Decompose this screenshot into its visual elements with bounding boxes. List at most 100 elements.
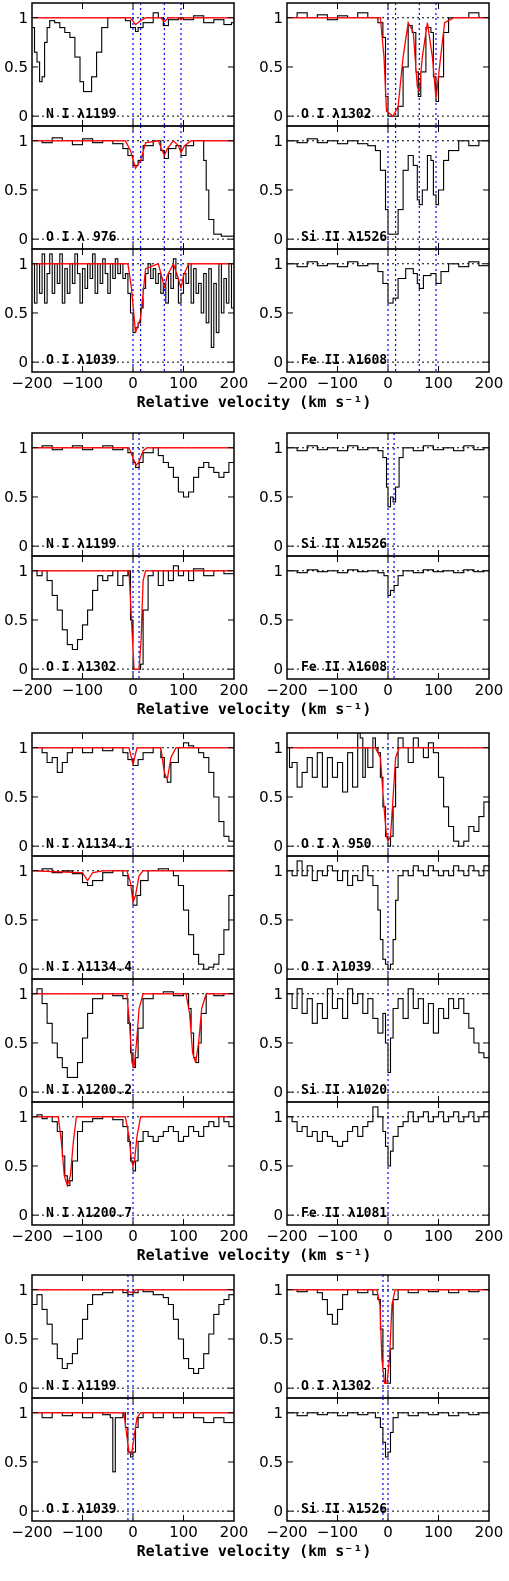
y-tick-label: 0.5 [4,1330,28,1348]
y-tick-label: 1 [18,1281,28,1299]
ion-label: N I λ1199 [46,1379,116,1394]
y-tick-label: 0.5 [259,911,283,929]
y-tick-label: 0.5 [4,181,28,199]
x-tick-label: −200 [11,1523,52,1541]
fit-line [32,570,234,670]
y-tick-label: 0 [18,537,28,555]
x-tick-label: 200 [475,374,504,392]
x-tick-label: 200 [220,1523,249,1541]
y-tick-label: 0 [18,660,28,678]
x-tick-label: 0 [383,1227,393,1245]
x-tick-label: −100 [317,1523,358,1541]
y-tick-label: 0 [273,1206,283,1224]
x-tick-label: 100 [169,374,198,392]
fit-line [32,447,234,467]
ion-label: N I λ1200.7 [46,1206,132,1221]
spectrum-line [32,1289,234,1374]
spectrum-line [32,988,235,1078]
x-tick-label: −100 [62,1523,103,1541]
y-tick-label: 0.5 [4,1034,28,1052]
y-tick-label: 0 [273,837,283,855]
y-tick-label: 0.5 [4,1157,28,1175]
y-tick-label: 0 [18,960,28,978]
y-tick-label: 0.5 [4,1453,28,1471]
ion-label: Fe II λ1081 [301,1206,387,1221]
x-tick-label: 200 [475,1227,504,1245]
ion-label: O I λ1302 [46,660,116,675]
ion-label: O I λ1302 [301,1379,371,1394]
spectrum-line [287,988,490,1074]
fit-line [32,1412,234,1456]
y-tick-label: 0 [18,353,28,371]
y-tick-label: 0 [273,960,283,978]
y-tick-label: 1 [18,1404,28,1422]
y-tick-label: 0 [18,1206,28,1224]
x-tick-label: 200 [475,1523,504,1541]
x-tick-label: 200 [220,1227,249,1245]
fit-line [287,747,489,843]
x-tick-label: −200 [11,1227,52,1245]
x-axis-label: Relative velocity (km s⁻¹) [137,1542,372,1560]
fit-line [32,1289,234,1294]
ion-label: N I λ1134.1 [46,837,132,852]
x-tick-label: 0 [128,1523,138,1541]
y-tick-label: 0 [18,1502,28,1520]
spectrum-line [32,1114,235,1187]
ion-label: O I λ1302 [301,107,371,122]
y-tick-label: 0.5 [259,304,283,322]
y-tick-label: 0 [18,1083,28,1101]
ion-label: N I λ1200.2 [46,1083,132,1098]
x-tick-label: 200 [475,681,504,699]
fit-line [31,870,234,903]
y-tick-label: 1 [273,862,283,880]
y-tick-label: 0 [18,107,28,125]
x-axis-label: Relative velocity (km s⁻¹) [137,700,372,718]
ion-label: Si II λ1526 [301,537,387,552]
x-tick-label: 100 [424,374,453,392]
x-tick-label: −200 [266,1523,307,1541]
x-tick-label: −100 [62,1227,103,1245]
fit-line [287,1289,489,1384]
ion-label: Si II λ1526 [301,1502,387,1517]
y-tick-label: 1 [273,985,283,1003]
ion-label: O I λ1039 [301,960,371,975]
spectrum-line [287,860,490,970]
x-tick-label: −100 [317,681,358,699]
y-tick-label: 0.5 [4,788,28,806]
y-tick-label: 0 [273,1502,283,1520]
fit-line [32,262,234,333]
y-tick-label: 1 [18,439,28,457]
x-tick-label: 100 [169,1523,198,1541]
y-tick-label: 1 [18,1108,28,1126]
y-tick-label: 0.5 [259,488,283,506]
x-axis-label: Relative velocity (km s⁻¹) [137,393,372,411]
y-tick-label: 0.5 [259,1034,283,1052]
x-tick-label: −200 [11,681,52,699]
fit-line [32,17,234,26]
x-tick-label: 100 [169,681,198,699]
x-tick-label: 0 [128,374,138,392]
ion-label: Fe II λ1608 [301,353,387,368]
x-tick-label: 200 [220,681,249,699]
x-tick-label: 100 [169,1227,198,1245]
x-axis-label: Relative velocity (km s⁻¹) [137,1246,372,1264]
y-tick-label: 0.5 [259,611,283,629]
y-tick-label: 0.5 [4,611,28,629]
y-tick-label: 1 [18,739,28,757]
y-tick-label: 0 [18,1379,28,1397]
x-tick-label: 100 [424,1227,453,1245]
y-tick-label: 0 [273,1379,283,1397]
ion-label: N I λ1199 [46,537,116,552]
spectrum-line [287,445,490,508]
x-tick-label: −200 [266,374,307,392]
y-tick-label: 1 [273,1404,283,1422]
y-tick-label: 0 [18,230,28,248]
fit-line [287,17,489,118]
fit-line [32,1116,234,1188]
x-tick-label: −200 [266,681,307,699]
y-tick-label: 1 [273,1281,283,1299]
x-tick-label: −100 [62,681,103,699]
y-tick-label: 1 [18,9,28,27]
y-tick-label: 1 [273,1108,283,1126]
